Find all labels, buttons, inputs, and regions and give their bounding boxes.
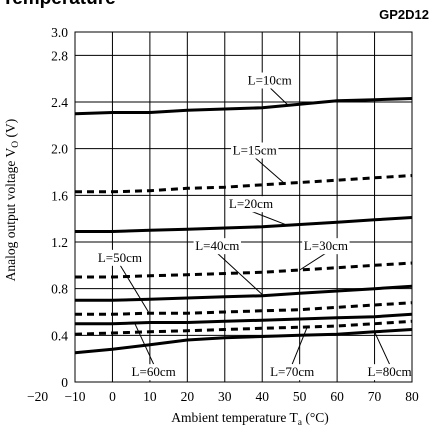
annotation-L-50cm: L=50cm [98,250,142,265]
annotation-leader [250,210,289,227]
annotation-leader [216,252,263,295]
series-line-L-30cm [75,261,413,279]
plot-frame [74,31,413,383]
x-tick-label: 40 [255,389,269,404]
x-tick-label: 0 [109,389,116,404]
series-line-L-15cm [75,174,413,194]
annotation-backdrop [231,142,279,159]
annotation-backdrop [96,249,144,266]
y-tick-label: 0.8 [51,282,68,297]
x-tick-label: 80 [405,389,419,404]
annotation-backdrop [129,364,178,381]
y-tick-label: 0 [61,375,68,390]
y-tick-label: 0.4 [51,328,68,343]
y-tick-label: 1.6 [51,188,68,203]
y-tick-label: 2.4 [51,95,68,110]
page-heading: Temperature [2,0,116,10]
series-line-L-80cm [74,328,413,355]
y-axis-label: Analog output voltage VO (V) [3,75,23,325]
annotation-leader [291,326,308,365]
leader-layer [119,87,390,365]
annotation-leader [254,157,286,185]
model-tag: GP2D12 [379,7,429,22]
annotation-backdrop [246,72,294,89]
series-line-L-20cm [75,216,413,233]
annotation-backdrop [268,364,316,381]
annotation-L-60cm: L=60cm [132,364,176,379]
annotation-backdrop [227,196,275,213]
y-tick-label: 3.0 [51,25,68,40]
x-tick-label: −20 [27,389,48,404]
annotation-leader [269,87,289,106]
annotation-leader [374,331,390,365]
annotation-L-20cm: L=20cm [229,196,273,211]
annotation-L-10cm: L=10cm [248,73,292,88]
x-tick-label: 20 [181,389,195,404]
annotation-backdrop [193,238,241,255]
y-axis-label-sub: O [11,140,21,148]
series-line-L-10cm [74,97,413,116]
annotation-L-80cm: L=80cm [367,364,411,379]
annotation-leader [299,252,327,271]
annotation-backdrop [302,238,350,255]
tick-layer: −20−10010203040506070809000.40.81.21.62.… [27,25,443,404]
series-line-L-40cm [75,284,413,302]
x-tick-label: 50 [293,389,307,404]
x-tick-label: 60 [330,389,344,404]
annotation-leader [134,323,155,365]
x-tick-label: 30 [218,389,232,404]
annotation-backdrop [365,364,414,381]
y-tick-label: 1.2 [51,235,68,250]
x-axis-label-main: Ambient temperature T [171,410,298,425]
x-axis-label-sub: a [297,418,302,428]
y-axis-label-unit: (V) [3,118,18,141]
y-axis-label-main: Analog output voltage V [3,147,18,282]
annotation-L-30cm: L=30cm [304,238,348,253]
series-layer [74,97,413,355]
x-axis-label-unit: (°C) [301,410,329,425]
x-tick-label: 70 [368,389,382,404]
y-tick-label: 2.0 [51,142,68,157]
x-axis-label: Ambient temperature Ta (°C) [100,410,400,428]
x-tick-label: 10 [143,389,157,404]
annotation-L-70cm: L=70cm [270,364,314,379]
annotation-L-40cm: L=40cm [195,238,239,253]
series-line-L-60cm [75,312,413,326]
x-tick-label: −10 [64,389,85,404]
annotation-layer: L=10cm L=15cm L=20cm L=40cm L=30cm L=50cm L=60… [96,72,414,381]
series-line-L-50cm [75,301,413,316]
series-line-L-70cm [74,319,413,336]
y-tick-label: 2.8 [51,48,68,63]
annotation-L-15cm: L=15cm [233,143,277,158]
annotation-leader [119,264,151,315]
